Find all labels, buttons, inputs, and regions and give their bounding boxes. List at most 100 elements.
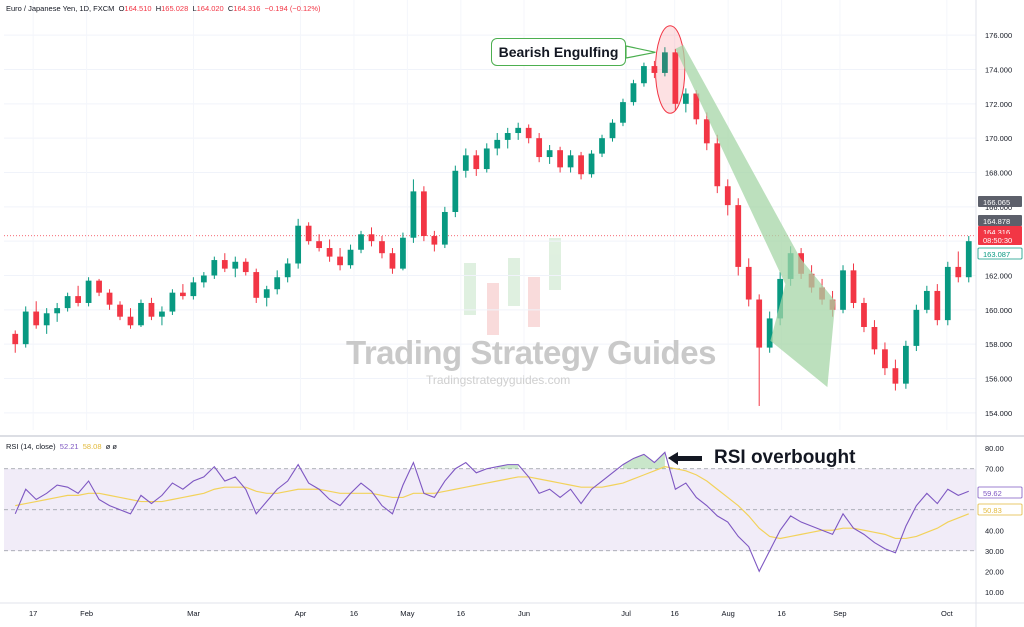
candle [180,284,186,300]
candle-body [672,52,679,104]
change-value: −0.194 (−0.12%) [264,4,321,13]
price-tick-label: 174.000 [985,66,1012,75]
candle [766,311,773,353]
candle [745,258,752,307]
candle [148,297,155,321]
close-value: 164.316 [233,4,261,13]
candle-body [651,66,658,73]
candle [934,284,941,326]
candle-body [159,311,165,317]
candle-body [934,290,941,321]
time-tick-label: Oct [941,609,954,618]
candle [462,148,469,178]
close-label: C [227,4,234,13]
candle [840,265,846,314]
candle [96,278,102,297]
candle [169,289,176,315]
candle-body [64,296,71,309]
candle-body [724,186,731,206]
candle [326,239,333,262]
price-tag-bg [977,247,1023,260]
candle-body [274,277,281,290]
price-tick-label: 162.000 [985,272,1012,281]
candle [504,127,511,149]
price-tag-text: 166.065 [983,198,1010,207]
candle [714,134,721,194]
candle [871,320,878,355]
candle-body [515,127,522,134]
candle [903,340,909,389]
candle [441,206,448,249]
candle-body [96,280,102,293]
candle-body [609,122,616,139]
candle-body [536,138,543,158]
candle [33,301,40,329]
candle-body [347,249,354,266]
candle-body [662,52,668,73]
candle [515,122,522,140]
price-tick-label: 176.000 [985,31,1012,40]
candle [651,60,658,79]
rsi-ma-line [15,466,969,540]
candle-body [421,191,427,237]
rsi-tick-label: 10.00 [985,588,1004,597]
candle [567,150,574,173]
candle-body [462,155,469,171]
rsi-tick-label: 30.00 [985,547,1004,556]
candle-body [316,241,322,249]
candle-body [117,304,123,317]
candle-body [22,311,29,345]
candle-body [12,333,19,345]
price-tick-label: 172.000 [985,100,1012,109]
candle-body [138,302,144,326]
candle-body [410,191,417,238]
watermark-title: Trading Strategy Guides [346,334,716,371]
candle [546,145,553,164]
candle [557,146,563,173]
candle [965,236,972,283]
bearish-engulfing-callout: Bearish Engulfing [491,38,626,66]
rsi-ma-value: 58.08 [82,442,102,451]
time-tick-label: 17 [29,609,37,618]
candle-body [43,313,50,326]
candle [850,263,857,309]
candle-body [358,234,364,250]
price-tick-label: 160.000 [985,306,1012,315]
candle [75,285,81,307]
candle-body [337,256,343,266]
candle-body [871,327,878,350]
candle-body [494,139,501,149]
rsi-tick-label: 20.00 [985,567,1004,576]
candle-body [714,143,721,187]
candle-body [965,241,972,278]
candle [253,268,260,303]
candle [389,248,396,274]
open-value: 164.510 [124,4,152,13]
candle-body [106,292,113,305]
candle-body [180,292,186,297]
candle [106,289,113,310]
candle [54,302,61,322]
rsi-extra: ø ø [105,442,117,451]
candle-body [148,302,155,317]
candle [127,308,134,329]
candle [12,330,19,353]
candle [599,134,605,158]
candle [955,251,962,283]
price-tag: 08:50:30 [978,234,1022,245]
candle-body [473,155,480,170]
candle [295,218,302,269]
candle-body [441,211,448,245]
candle [630,79,637,106]
candle-body [745,266,752,300]
candle-body [431,236,438,245]
time-tick-label: Apr [295,609,307,618]
price-tick-label: 158.000 [985,340,1012,349]
candle [944,261,951,326]
candle [159,306,165,326]
rsi-label: RSI (14, close) [6,442,56,451]
candle [662,47,668,77]
candle [43,308,50,334]
